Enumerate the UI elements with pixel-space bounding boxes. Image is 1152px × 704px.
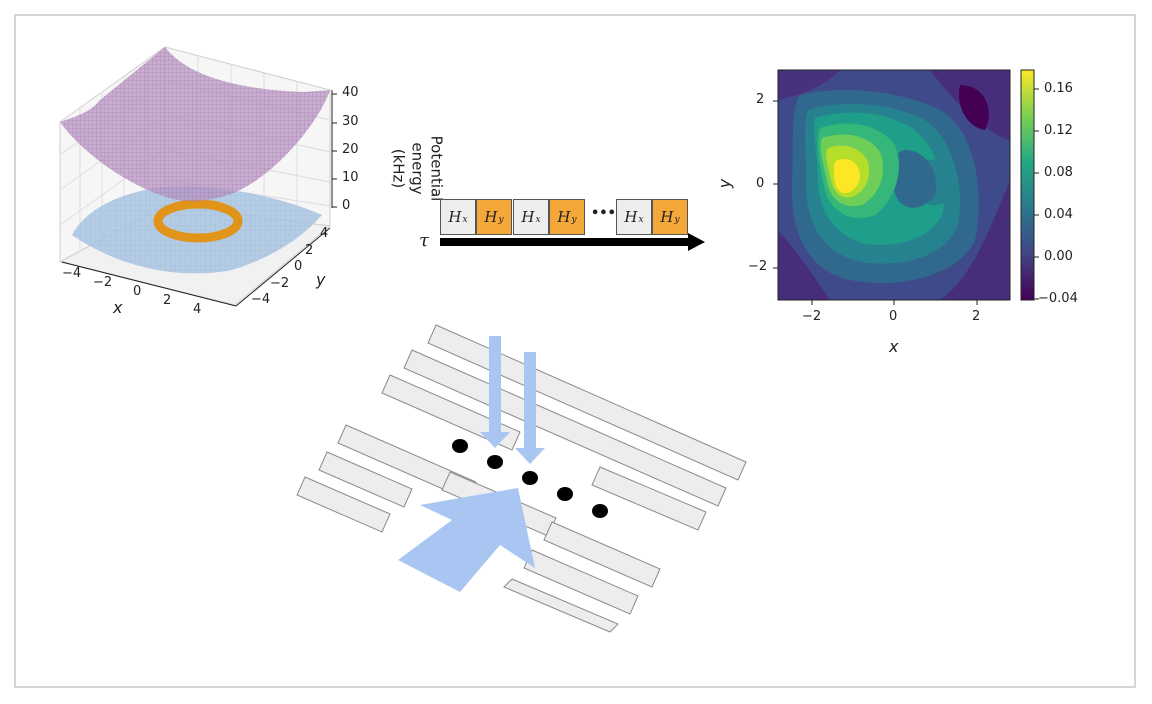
vertical-beam-1 xyxy=(480,336,510,448)
seq-sub: y xyxy=(674,215,680,225)
seq-sub: x xyxy=(462,215,468,225)
ion xyxy=(557,487,573,501)
y-tick-neg2: −2 xyxy=(270,276,290,291)
seq-base: H xyxy=(660,208,674,226)
vertical-beam-2 xyxy=(515,352,545,464)
z-tick-40: 40 xyxy=(342,85,359,100)
z-tick-20: 20 xyxy=(342,142,359,157)
electrode xyxy=(427,324,747,481)
y-axis-label: y xyxy=(316,270,326,289)
colorbar-tick-0-08: 0.08 xyxy=(1044,165,1073,180)
x-tick-2: 2 xyxy=(163,293,172,308)
y-tick-2: 2 xyxy=(305,243,314,258)
seq-base: H xyxy=(624,208,638,226)
density-y-tick-2: 2 xyxy=(756,92,765,107)
z-tick-30: 30 xyxy=(342,114,359,129)
colorbar-tick-0-16: 0.16 xyxy=(1044,81,1073,96)
seq-base: H xyxy=(448,208,462,226)
ion xyxy=(452,439,468,453)
electrode xyxy=(503,578,619,633)
electrode xyxy=(296,476,391,533)
seq-sub: y xyxy=(571,215,577,225)
electrode xyxy=(403,349,727,507)
angled-beam xyxy=(398,488,535,592)
potential-minimum-ring xyxy=(153,199,243,243)
y-tick-4: 4 xyxy=(320,226,329,241)
density-y-tick-neg2: −2 xyxy=(748,259,768,274)
x-tick-0: 0 xyxy=(133,284,142,299)
density-y-tick-0: 0 xyxy=(756,176,765,191)
electrode xyxy=(543,521,661,588)
x-tick-4: 4 xyxy=(193,302,202,317)
density-x-tick-neg2: −2 xyxy=(802,309,822,324)
seq-sub: x xyxy=(535,215,541,225)
x-tick-neg2: −2 xyxy=(93,275,113,290)
colorbar-tick-neg0-04: −0.04 xyxy=(1038,291,1078,306)
density-x-tick-0: 0 xyxy=(889,309,898,324)
z-tick-0: 0 xyxy=(342,198,351,213)
colorbar-tick-0-00: 0.00 xyxy=(1044,249,1073,264)
tau-label: τ xyxy=(419,230,429,251)
colorbar xyxy=(1020,69,1035,301)
sequence-ellipsis: ••• xyxy=(591,206,616,221)
seq-sub: x xyxy=(638,215,644,225)
ion xyxy=(592,504,608,518)
seq-sub: y xyxy=(498,215,504,225)
x-tick-neg4: −4 xyxy=(62,266,82,281)
ion xyxy=(487,455,503,469)
electrode xyxy=(591,466,707,531)
seq-base: H xyxy=(521,208,535,226)
x-axis-label: x xyxy=(113,298,123,317)
density-x-tick-2: 2 xyxy=(972,309,981,324)
seq-base: H xyxy=(484,208,498,226)
colorbar-tick-0-04: 0.04 xyxy=(1044,207,1073,222)
density-x-label: x xyxy=(889,337,899,356)
z-tick-10: 10 xyxy=(342,170,359,185)
y-tick-neg4: −4 xyxy=(251,292,271,307)
electrode xyxy=(381,374,521,451)
electrode xyxy=(318,451,413,508)
colorbar-tick-0-12: 0.12 xyxy=(1044,123,1073,138)
seq-base: H xyxy=(557,208,571,226)
y-tick-0: 0 xyxy=(294,259,303,274)
ion xyxy=(522,471,538,485)
